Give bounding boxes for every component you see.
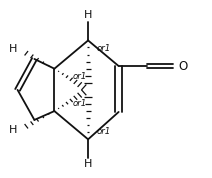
Text: H: H [84, 159, 92, 169]
Text: or1: or1 [72, 72, 86, 81]
Text: H: H [84, 11, 92, 20]
Text: O: O [179, 59, 188, 73]
Text: or1: or1 [96, 127, 111, 136]
Text: H: H [8, 44, 17, 54]
Text: H: H [8, 125, 17, 135]
Text: or1: or1 [72, 99, 86, 108]
Text: or1: or1 [96, 44, 111, 53]
